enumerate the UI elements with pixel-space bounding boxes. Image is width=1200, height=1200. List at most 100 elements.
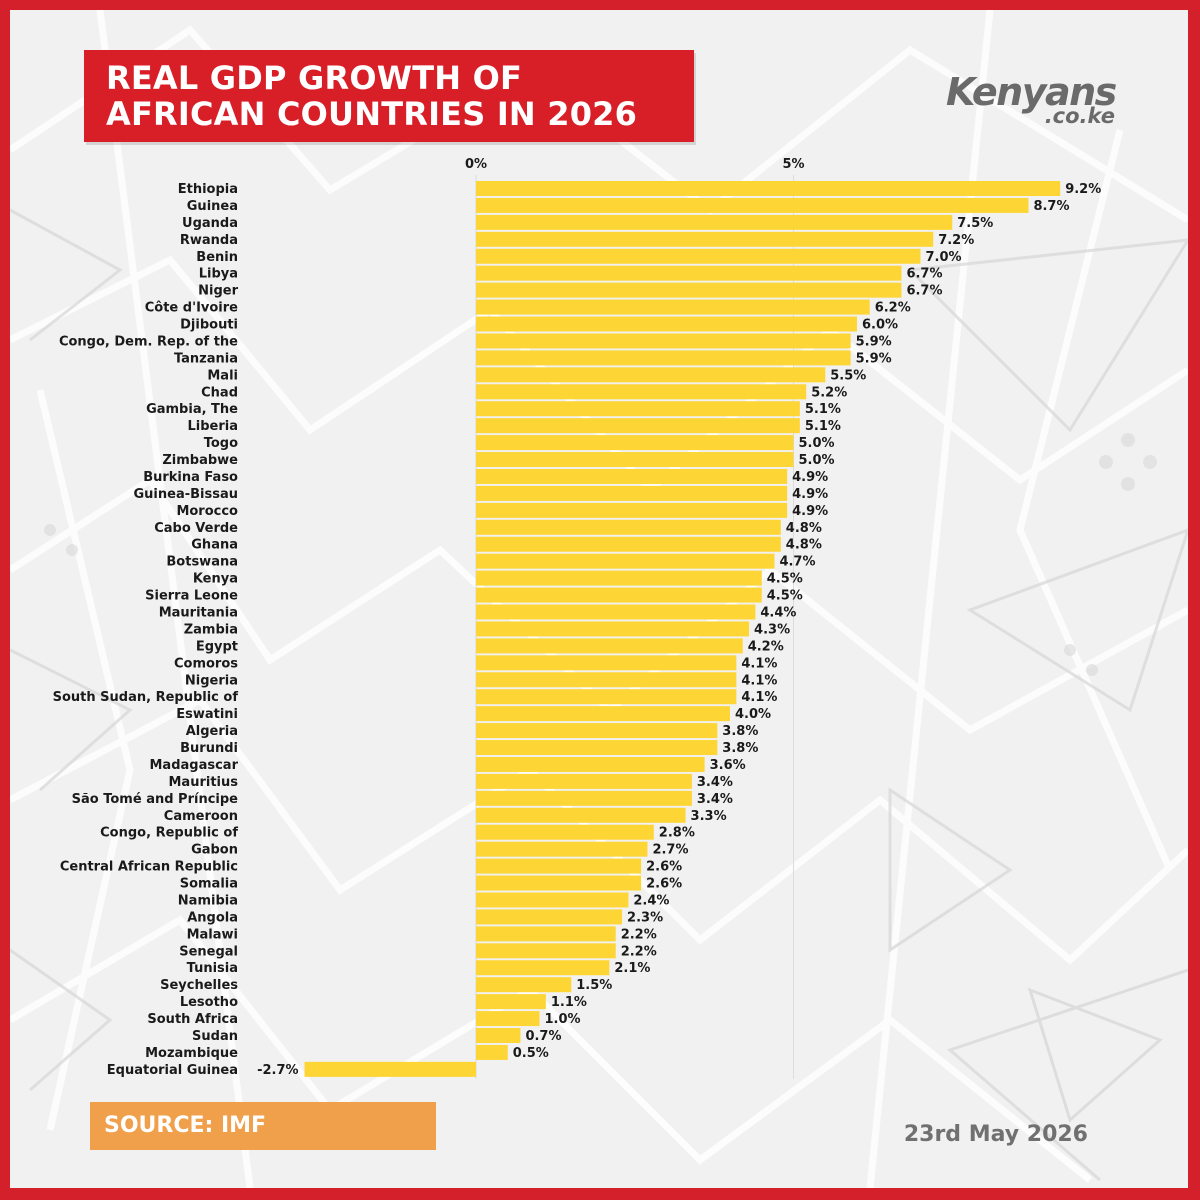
bar (476, 468, 788, 484)
value-label: 4.1% (741, 690, 777, 705)
category-label: Cameroon (164, 809, 238, 824)
value-label: 3.4% (697, 775, 733, 790)
value-label: 1.1% (551, 995, 587, 1010)
category-label: Mauritania (159, 606, 238, 621)
category-label: Mozambique (145, 1046, 238, 1061)
bar (476, 485, 788, 501)
category-label: Burundi (180, 741, 238, 756)
category-label: Gambia, The (146, 402, 238, 417)
category-label: Somalia (180, 877, 238, 892)
category-label: Mali (207, 368, 238, 383)
category-label: Namibia (178, 893, 238, 908)
chart-title: REAL GDP GROWTH OF AFRICAN COUNTRIES IN … (106, 59, 638, 133)
category-label: South Sudan, Republic of (53, 690, 239, 705)
bar (476, 282, 902, 298)
value-label: 5.5% (830, 368, 866, 383)
bar (476, 350, 851, 366)
category-label: Zimbabwe (162, 453, 238, 468)
bar (476, 1028, 521, 1043)
bar (476, 299, 870, 315)
value-label: 4.5% (767, 572, 803, 587)
bar (476, 807, 686, 823)
bar (476, 841, 648, 857)
logo-wordmark: Kenyans (946, 70, 1117, 114)
value-label: 6.7% (906, 284, 942, 299)
value-label: 7.2% (938, 233, 974, 248)
value-label: -2.7% (257, 1063, 298, 1078)
bar (476, 638, 743, 654)
bar (476, 367, 826, 383)
category-label: Burkina Faso (143, 470, 238, 485)
bar (476, 536, 781, 552)
bar (476, 994, 546, 1010)
bar (476, 265, 902, 281)
category-label: Eswatini (176, 707, 238, 722)
bar (476, 621, 750, 637)
x-tick-label: 5% (782, 157, 804, 172)
category-label: Cabo Verde (154, 521, 238, 536)
bar (476, 672, 737, 688)
bar (476, 1011, 540, 1027)
bar (476, 519, 781, 535)
value-label: 3.6% (710, 758, 746, 773)
category-label: Libya (199, 267, 238, 282)
bar (476, 553, 775, 569)
value-label: 2.6% (646, 860, 682, 875)
category-label: Rwanda (180, 233, 238, 248)
bar (476, 909, 623, 925)
bar (476, 943, 616, 959)
value-label: 4.3% (754, 622, 790, 637)
category-label: Gabon (191, 843, 238, 858)
value-label: 2.1% (614, 961, 650, 976)
bar (476, 401, 800, 417)
bar-chart: 0% 5% Ethiopia 9.2% Guinea 8.7% Uganda 7.5% Rwa… (53, 157, 1101, 1079)
category-label: Seychelles (160, 978, 238, 993)
category-label: Benin (196, 250, 238, 265)
value-label: 4.7% (779, 555, 815, 570)
bar (476, 773, 692, 789)
category-label: Ethiopia (178, 182, 238, 197)
value-label: 5.1% (805, 419, 841, 434)
category-label: Central African Republic (60, 860, 238, 875)
category-label: Egypt (196, 639, 238, 654)
value-label: 5.0% (799, 453, 835, 468)
bar (476, 723, 718, 739)
bar (476, 587, 762, 603)
bar (476, 706, 730, 722)
bar (476, 858, 642, 874)
value-label: 7.0% (926, 250, 962, 265)
value-label: 2.4% (633, 893, 669, 908)
bar (476, 452, 794, 468)
value-label: 5.9% (856, 334, 892, 349)
logo-domain: .co.ke (1044, 104, 1115, 128)
source-banner: SOURCE: IMF (90, 1102, 436, 1150)
category-label: South Africa (147, 1012, 238, 1027)
bar (476, 418, 800, 434)
category-label: Djibouti (180, 318, 238, 333)
bar (476, 604, 756, 620)
category-label: Ghana (191, 538, 238, 553)
value-label: 4.9% (792, 470, 828, 485)
value-label: 4.5% (767, 589, 803, 604)
value-label: 4.0% (735, 707, 771, 722)
category-label: Equatorial Guinea (107, 1063, 238, 1078)
bar (476, 977, 572, 993)
category-label: Tanzania (174, 351, 238, 366)
bar (476, 248, 921, 264)
category-label: Niger (198, 284, 238, 299)
bar (476, 655, 737, 671)
value-label: 4.1% (741, 656, 777, 671)
category-label: Congo, Republic of (100, 826, 238, 841)
value-label: 6.7% (906, 267, 942, 282)
bar (476, 333, 851, 349)
category-label: Lesotho (180, 995, 238, 1010)
category-label: Sierra Leone (145, 589, 238, 604)
bar (476, 1044, 508, 1060)
category-label: Guinea-Bissau (134, 487, 239, 502)
value-label: 4.8% (786, 521, 822, 536)
category-label: Madagascar (150, 758, 239, 773)
value-label: 1.5% (576, 978, 612, 993)
value-label: 5.2% (811, 385, 847, 400)
bar (476, 960, 610, 976)
category-label: Congo, Dem. Rep. of the (59, 334, 238, 349)
